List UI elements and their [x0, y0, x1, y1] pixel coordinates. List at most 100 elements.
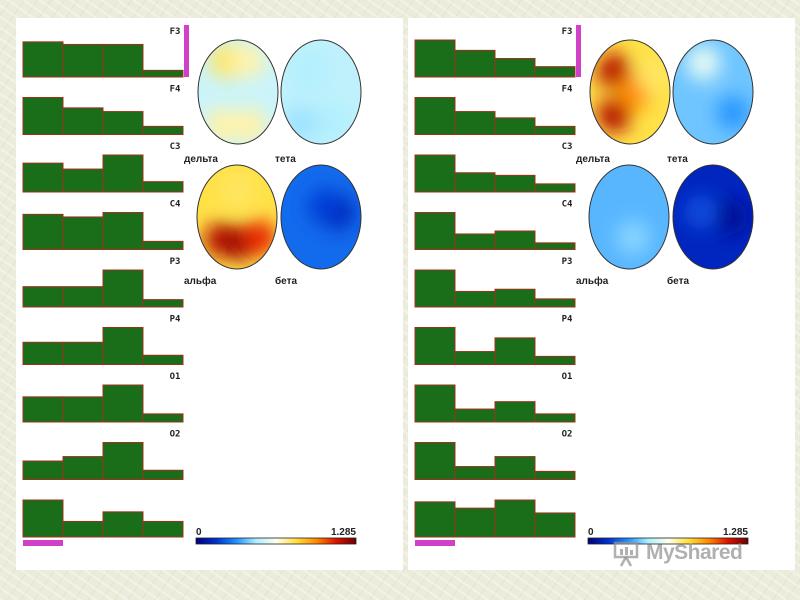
bar-p4-band-4: [142, 354, 184, 365]
topomap-label-4: бета: [275, 275, 298, 287]
bar-extra-band-4: [142, 520, 184, 538]
topomap-region-4-1: [713, 199, 748, 235]
channel-bars-f3: [414, 39, 576, 78]
channel-label-p4: P4: [170, 315, 181, 325]
bar-c4-band-1: [414, 212, 456, 250]
topomap-label-4: бета: [667, 275, 690, 287]
watermark-logo: MyShared: [612, 538, 762, 568]
bar-c4-band-3: [102, 212, 144, 250]
bar-extra-band-1: [22, 499, 64, 538]
eeg-panel-right: F3 F4 C3 C4 P3 P4 O1 O2 дельта тета альфа бета 0 1.28…: [408, 18, 795, 570]
bar-f4-band-4: [142, 125, 184, 136]
bar-o2-band-3: [102, 442, 144, 480]
bar-p3-band-3: [102, 269, 144, 308]
bar-p3-band-4: [534, 298, 576, 308]
bar-f3-band-4: [142, 69, 184, 78]
channel-label-c3: C3: [562, 142, 573, 152]
bar-p4-band-3: [494, 337, 536, 365]
bar-f4-band-1: [22, 97, 64, 135]
bar-p3-band-3: [494, 288, 536, 308]
channel-bars-c4: [414, 212, 576, 251]
bar-o1-band-2: [62, 396, 104, 423]
channel-bars-p4: [414, 327, 576, 365]
bar-c4-band-2: [454, 233, 496, 251]
channel-bars-p4: [22, 327, 184, 365]
topomap-region-3-1: [616, 220, 650, 256]
topomap-3: [589, 165, 669, 269]
bar-o1-band-3: [102, 384, 144, 423]
topomap-4: [673, 165, 753, 269]
bar-f4-band-3: [102, 111, 144, 135]
bar-o2-band-4: [534, 470, 576, 480]
bar-c4-band-3: [494, 230, 536, 250]
bar-f4-band-2: [454, 111, 496, 135]
topomap-region-1-2: [230, 43, 265, 79]
topomap-region-2-1: [292, 53, 326, 89]
head-outline-4: [280, 164, 362, 270]
channel-bars-o1: [22, 384, 184, 423]
topomap-3: [197, 165, 277, 269]
channel-label-f4: F4: [170, 85, 181, 95]
bar-p3-band-2: [454, 290, 496, 308]
bar-c4-band-4: [534, 242, 576, 250]
head-outline-2: [280, 39, 362, 145]
topomap-label-2: тета: [667, 154, 688, 165]
colorbar-min-label: 0: [196, 527, 202, 538]
channel-label-f3: F3: [170, 27, 181, 37]
bar-o2-band-2: [62, 456, 104, 480]
channel-bars-c4: [22, 212, 184, 251]
bar-c3-band-2: [62, 168, 104, 193]
head-outline-4: [672, 164, 754, 270]
channel-label-c4: C4: [562, 200, 573, 210]
channel-bars-o2: [22, 442, 184, 480]
bar-p3-band-1: [414, 269, 456, 308]
colorbar: [587, 537, 749, 545]
bar-f4-band-2: [62, 107, 104, 135]
bar-f4-band-3: [494, 117, 536, 135]
channel-bars-f4: [22, 97, 184, 136]
bar-c4-band-4: [142, 240, 184, 251]
colorbar-max-label: 1.285: [723, 527, 748, 538]
channel-label-p3: P3: [562, 257, 573, 267]
bar-extra-band-3: [494, 499, 536, 538]
bar-o1-band-2: [454, 408, 496, 423]
topomap-2: [673, 40, 753, 144]
channel-label-o1: O1: [170, 372, 181, 382]
bar-c3-band-2: [454, 172, 496, 193]
topomap-region-2-1: [686, 45, 721, 81]
bar-c3-band-3: [494, 174, 536, 193]
selection-marker-horizontal: [23, 540, 63, 546]
bar-p4-band-1: [22, 341, 64, 365]
bar-p3-band-4: [142, 299, 184, 308]
topomap-1: [198, 40, 278, 144]
channel-label-c4: C4: [170, 200, 181, 210]
bar-c3-band-1: [22, 162, 64, 193]
bar-p3-band-1: [22, 286, 64, 308]
topomap-region-3-4: [242, 220, 277, 256]
channel-bars-p3: [414, 269, 576, 308]
bar-p4-band-4: [534, 355, 576, 365]
channel-label-f4: F4: [562, 85, 573, 95]
bar-p4-band-2: [454, 351, 496, 365]
topomap-region-4-2: [684, 194, 718, 230]
bar-c4-band-2: [62, 216, 104, 251]
bar-f3-band-3: [102, 43, 144, 78]
topomap-region-1-4: [637, 58, 670, 95]
bar-o2-band-1: [22, 460, 64, 480]
topomap-label-3: альфа: [184, 275, 217, 287]
channel-label-f3: F3: [562, 27, 573, 37]
channel-bars-o2: [414, 442, 576, 480]
topomap-region-2-2: [716, 95, 750, 131]
topomap-1: [590, 40, 670, 144]
bar-f3-band-3: [494, 58, 536, 78]
bar-p3-band-2: [62, 286, 104, 308]
channel-label-c3: C3: [170, 142, 181, 152]
channel-bars-o1: [414, 384, 576, 423]
bar-c4-band-1: [22, 213, 64, 251]
bar-c3-band-4: [534, 183, 576, 193]
head-outline-3: [196, 164, 278, 270]
bar-f3-band-4: [534, 66, 576, 78]
bar-o1-band-4: [142, 413, 184, 423]
eeg-panel-left: F3 F4 C3 C4 P3 P4 O1 O2 дельта тета альфа бета 0 1.28…: [16, 18, 403, 570]
topomap-label-1: дельта: [576, 154, 610, 165]
